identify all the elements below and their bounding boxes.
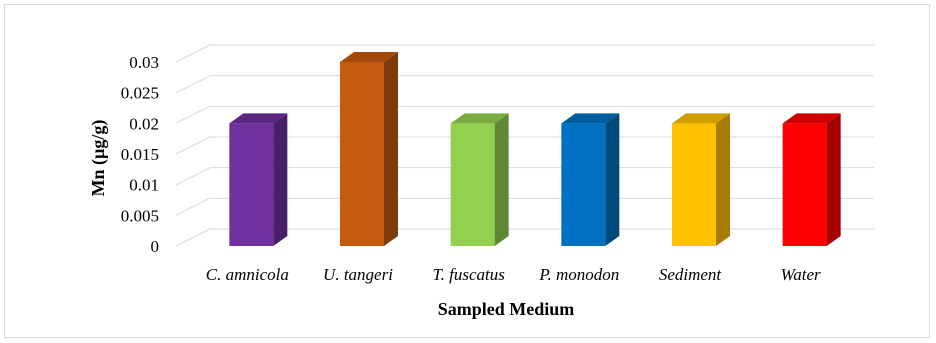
category-labels: C. amnicola U. tangeri T. fuscatus P. monod…: [206, 265, 821, 284]
bar-top: [229, 113, 288, 124]
y-tick-label: 0.03: [129, 53, 159, 72]
bar-side: [273, 113, 288, 246]
gridline-diagonal: [175, 105, 211, 124]
bar-top: [561, 113, 620, 124]
bar-side: [384, 52, 398, 246]
bars: [229, 52, 841, 246]
y-tick-label: 0.005: [121, 206, 159, 225]
gridline-diagonal: [175, 44, 211, 63]
x-tick-label: P. monodon: [538, 265, 619, 284]
bar-front: [561, 123, 606, 246]
y-tick-label: 0.01: [129, 176, 159, 195]
gridline-diagonal: [175, 228, 211, 247]
bar: [450, 113, 509, 246]
bar: [672, 113, 730, 246]
bar-side: [716, 113, 730, 246]
x-tick-label: U. tangeri: [323, 265, 393, 284]
bar-front: [450, 123, 495, 246]
y-tick-label: 0.02: [129, 114, 159, 133]
x-axis-title: Sampled Medium: [438, 299, 575, 319]
gridline-diagonal: [175, 197, 211, 216]
bar-top: [782, 113, 841, 124]
y-tick-label: 0.025: [121, 84, 159, 103]
y-axis-title: Mn (µg/g): [88, 120, 109, 197]
bar-front: [229, 123, 274, 246]
bar-top: [450, 113, 509, 124]
bar: [782, 113, 841, 246]
bar-side: [605, 113, 620, 246]
x-tick-label: Water: [781, 265, 821, 284]
gridlines: [175, 44, 874, 247]
y-tick-label: 0: [151, 237, 160, 256]
bar-side: [826, 113, 841, 246]
gridline-diagonal: [175, 75, 211, 94]
bar-front: [782, 123, 827, 246]
y-tick-labels: 0 0.005 0.01 0.015 0.02 0.025 0.03: [121, 53, 159, 256]
bar: [340, 52, 398, 246]
x-tick-label: C. amnicola: [206, 265, 289, 284]
gridline-diagonal: [175, 167, 211, 186]
bar-top: [340, 52, 398, 62]
gridline-diagonal: [175, 136, 211, 155]
bar-side: [494, 113, 509, 246]
x-tick-label: Sediment: [659, 265, 723, 284]
y-tick-label: 0.015: [121, 145, 159, 164]
bar: [229, 113, 288, 246]
bar-front: [340, 62, 384, 246]
bar-front: [672, 123, 716, 246]
bar: [561, 113, 620, 246]
bar-top: [672, 113, 730, 124]
x-tick-label: T. fuscatus: [432, 265, 505, 284]
